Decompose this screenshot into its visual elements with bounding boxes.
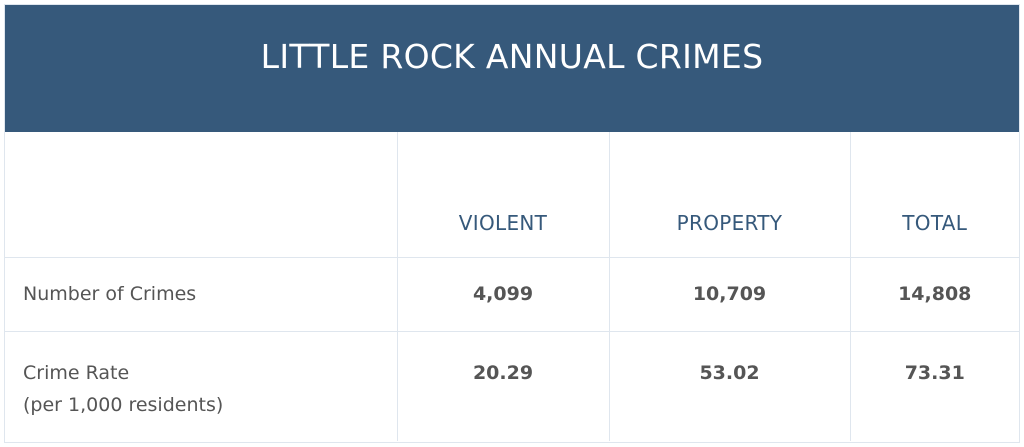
table-title: LITTLE ROCK ANNUAL CRIMES <box>5 5 1019 132</box>
row-label-crime-rate: Crime Rate (per 1,000 residents) <box>5 330 398 441</box>
crime-stats-card: LITTLE ROCK ANNUAL CRIMES VIOLENT PROPER… <box>4 4 1020 443</box>
column-header-total: TOTAL <box>849 132 1019 258</box>
cell-violent-rate: 20.29 <box>396 330 610 441</box>
table-row: Crime Rate (per 1,000 residents) 20.29 5… <box>5 330 1019 441</box>
row-label-number-of-crimes: Number of Crimes <box>5 256 398 332</box>
row-sublabel-text: (per 1,000 residents) <box>23 393 224 416</box>
column-header-empty <box>5 132 398 258</box>
cell-total-count: 14,808 <box>849 256 1019 332</box>
cell-property-count: 10,709 <box>608 256 851 332</box>
table-header-row: VIOLENT PROPERTY TOTAL <box>5 132 1019 258</box>
cell-violent-count: 4,099 <box>396 256 610 332</box>
column-header-violent: VIOLENT <box>396 132 610 258</box>
table-row: Number of Crimes 4,099 10,709 14,808 <box>5 256 1019 332</box>
row-label-text: Number of Crimes <box>23 283 197 305</box>
row-label-text: Crime Rate <box>23 361 130 384</box>
column-header-property: PROPERTY <box>608 132 851 258</box>
crime-stats-table: VIOLENT PROPERTY TOTAL Number of Crimes … <box>5 132 1019 441</box>
cell-total-rate: 73.31 <box>849 330 1019 441</box>
cell-property-rate: 53.02 <box>608 330 851 441</box>
